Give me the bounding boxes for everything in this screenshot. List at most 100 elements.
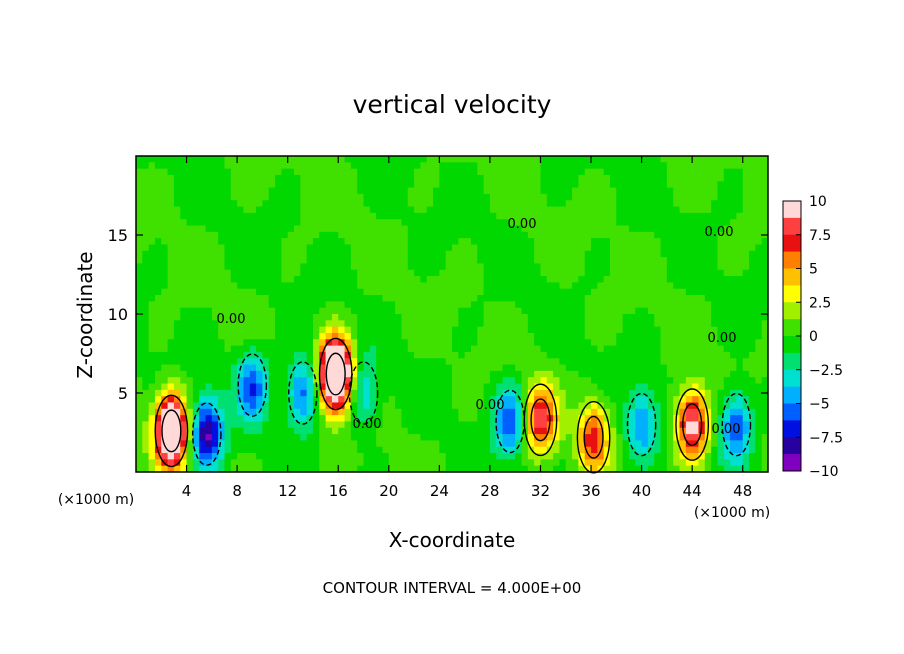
heatmap-cell — [496, 244, 503, 252]
heatmap-cell — [142, 162, 150, 170]
heatmap-cell — [534, 383, 541, 391]
heatmap-cell — [666, 156, 674, 163]
heatmap-cell — [527, 288, 535, 296]
heatmap-cell — [224, 332, 232, 340]
heatmap-cell — [180, 250, 187, 258]
heatmap-cell — [628, 408, 636, 416]
heatmap-cell — [224, 427, 232, 435]
heatmap-cell — [243, 244, 251, 252]
heatmap-cell — [635, 282, 642, 290]
heatmap-cell — [426, 162, 434, 170]
heatmap-cell — [249, 212, 257, 220]
heatmap-cell — [559, 377, 567, 384]
heatmap-cell — [142, 326, 150, 334]
heatmap-cell — [546, 377, 554, 384]
heatmap-cell — [515, 231, 522, 239]
heatmap-cell — [591, 427, 598, 435]
heatmap-cell — [698, 231, 706, 239]
heatmap-cell — [312, 440, 320, 448]
heatmap-cell — [395, 187, 402, 195]
heatmap-cell — [572, 332, 579, 340]
heatmap-cell — [521, 434, 529, 441]
heatmap-cell — [489, 200, 497, 207]
heatmap-cell — [597, 358, 605, 365]
heatmap-cell — [489, 345, 497, 353]
heatmap-cell — [723, 383, 731, 391]
heatmap-cell — [205, 288, 213, 296]
heatmap-cell — [420, 440, 428, 448]
heatmap-cell — [218, 174, 225, 182]
heatmap-cell — [591, 326, 598, 334]
heatmap-cell — [603, 244, 611, 252]
heatmap-cell — [540, 351, 548, 359]
heatmap-cell — [584, 219, 592, 226]
heatmap-cell — [641, 408, 649, 416]
heatmap-cell — [534, 440, 541, 448]
heatmap-cell — [350, 332, 358, 340]
heatmap-cell — [338, 364, 345, 372]
heatmap-cell — [154, 156, 162, 163]
heatmap-cell — [761, 156, 769, 163]
heatmap-cell — [458, 402, 466, 410]
heatmap-cell — [685, 200, 693, 207]
heatmap-cell — [338, 427, 345, 435]
heatmap-cell — [654, 288, 661, 296]
heatmap-cell — [723, 219, 731, 226]
heatmap-cell — [294, 339, 301, 346]
heatmap-cell — [237, 389, 244, 397]
heatmap-cell — [666, 332, 674, 340]
heatmap-cell — [344, 187, 352, 195]
heatmap-cell — [628, 440, 636, 448]
heatmap-cell — [199, 434, 206, 441]
heatmap-cell — [603, 219, 611, 226]
heatmap-cell — [559, 440, 567, 448]
heatmap-cell — [376, 332, 383, 340]
heatmap-cell — [167, 396, 175, 403]
heatmap-cell — [717, 358, 725, 365]
heatmap-cell — [154, 465, 162, 473]
heatmap-cell — [641, 314, 649, 321]
heatmap-cell — [136, 187, 143, 195]
heatmap-cell — [319, 231, 326, 239]
heatmap-cell — [477, 345, 484, 353]
heatmap-cell — [376, 301, 383, 309]
heatmap-cell — [641, 257, 649, 264]
heatmap-cell — [470, 193, 478, 201]
heatmap-cell — [742, 219, 750, 226]
heatmap-cell — [249, 396, 257, 403]
heatmap-cell — [730, 459, 737, 467]
heatmap-cell — [401, 427, 409, 435]
heatmap-cell — [666, 282, 674, 290]
heatmap-cell — [300, 269, 308, 277]
heatmap-cell — [496, 339, 503, 346]
heatmap-cell — [730, 370, 737, 378]
heatmap-cell — [464, 440, 472, 448]
heatmap-cell — [584, 238, 592, 245]
heatmap-cell — [249, 421, 257, 429]
heatmap-cell — [388, 200, 396, 207]
heatmap-cell — [704, 351, 712, 359]
heatmap-cell — [458, 212, 466, 220]
heatmap-cell — [426, 212, 434, 220]
heatmap-cell — [742, 377, 750, 384]
heatmap-cell — [218, 156, 225, 163]
heatmap-cell — [205, 415, 213, 422]
heatmap-cell — [154, 421, 162, 429]
heatmap-cell — [496, 238, 503, 245]
heatmap-cell — [281, 389, 289, 397]
heatmap-cell — [433, 187, 440, 195]
heatmap-cell — [426, 168, 434, 176]
heatmap-cell — [679, 408, 687, 416]
heatmap-cell — [470, 345, 478, 353]
heatmap-cell — [369, 383, 377, 391]
heatmap-cell — [433, 156, 440, 163]
heatmap-cell — [755, 156, 763, 163]
heatmap-cell — [515, 200, 522, 207]
heatmap-cell — [578, 415, 586, 422]
heatmap-cell — [325, 193, 333, 201]
heatmap-cell — [199, 389, 206, 397]
heatmap-cell — [420, 238, 428, 245]
heatmap-cell — [414, 231, 421, 239]
heatmap-cell — [521, 200, 529, 207]
heatmap-cell — [559, 364, 567, 372]
